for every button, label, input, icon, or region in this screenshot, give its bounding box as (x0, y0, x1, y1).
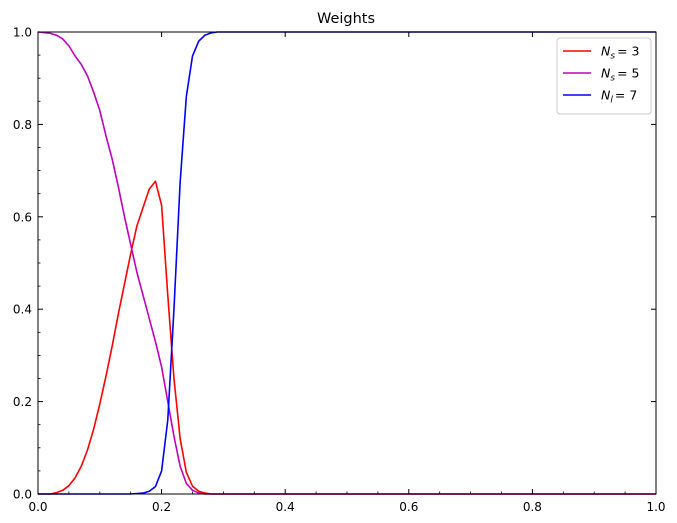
x-tick-label: 1.0 (646, 500, 665, 514)
y-tick-label: 0.2 (13, 395, 32, 409)
chart-title: Weights (317, 11, 375, 27)
y-tick-label: 0.0 (13, 488, 32, 502)
x-tick-label: 0.6 (399, 500, 418, 514)
legend-label: Ns = 5 (601, 66, 639, 84)
x-tick-label: 0.4 (276, 500, 295, 514)
series-line-1 (38, 180, 656, 495)
legend-label: Ns = 3 (601, 44, 639, 62)
legend: Ns = 3 Ns = 5 Nl = 7 (556, 37, 652, 115)
plot-area (38, 32, 656, 494)
x-tick-label: 0.2 (152, 500, 171, 514)
x-tick-label: 0.8 (523, 500, 542, 514)
y-tick-label: 0.4 (13, 303, 32, 317)
y-tick-label: 1.0 (13, 26, 32, 40)
legend-label: Nl = 7 (601, 88, 637, 106)
x-tick-label: 0.0 (28, 500, 47, 514)
y-tick-label: 0.8 (13, 118, 32, 132)
axes: 0.0 0.2 0.4 0.6 0.8 1.0 0.0 0.2 0.4 0.6 0.8 1.0 (13, 26, 666, 515)
y-tick-label: 0.6 (13, 210, 32, 224)
